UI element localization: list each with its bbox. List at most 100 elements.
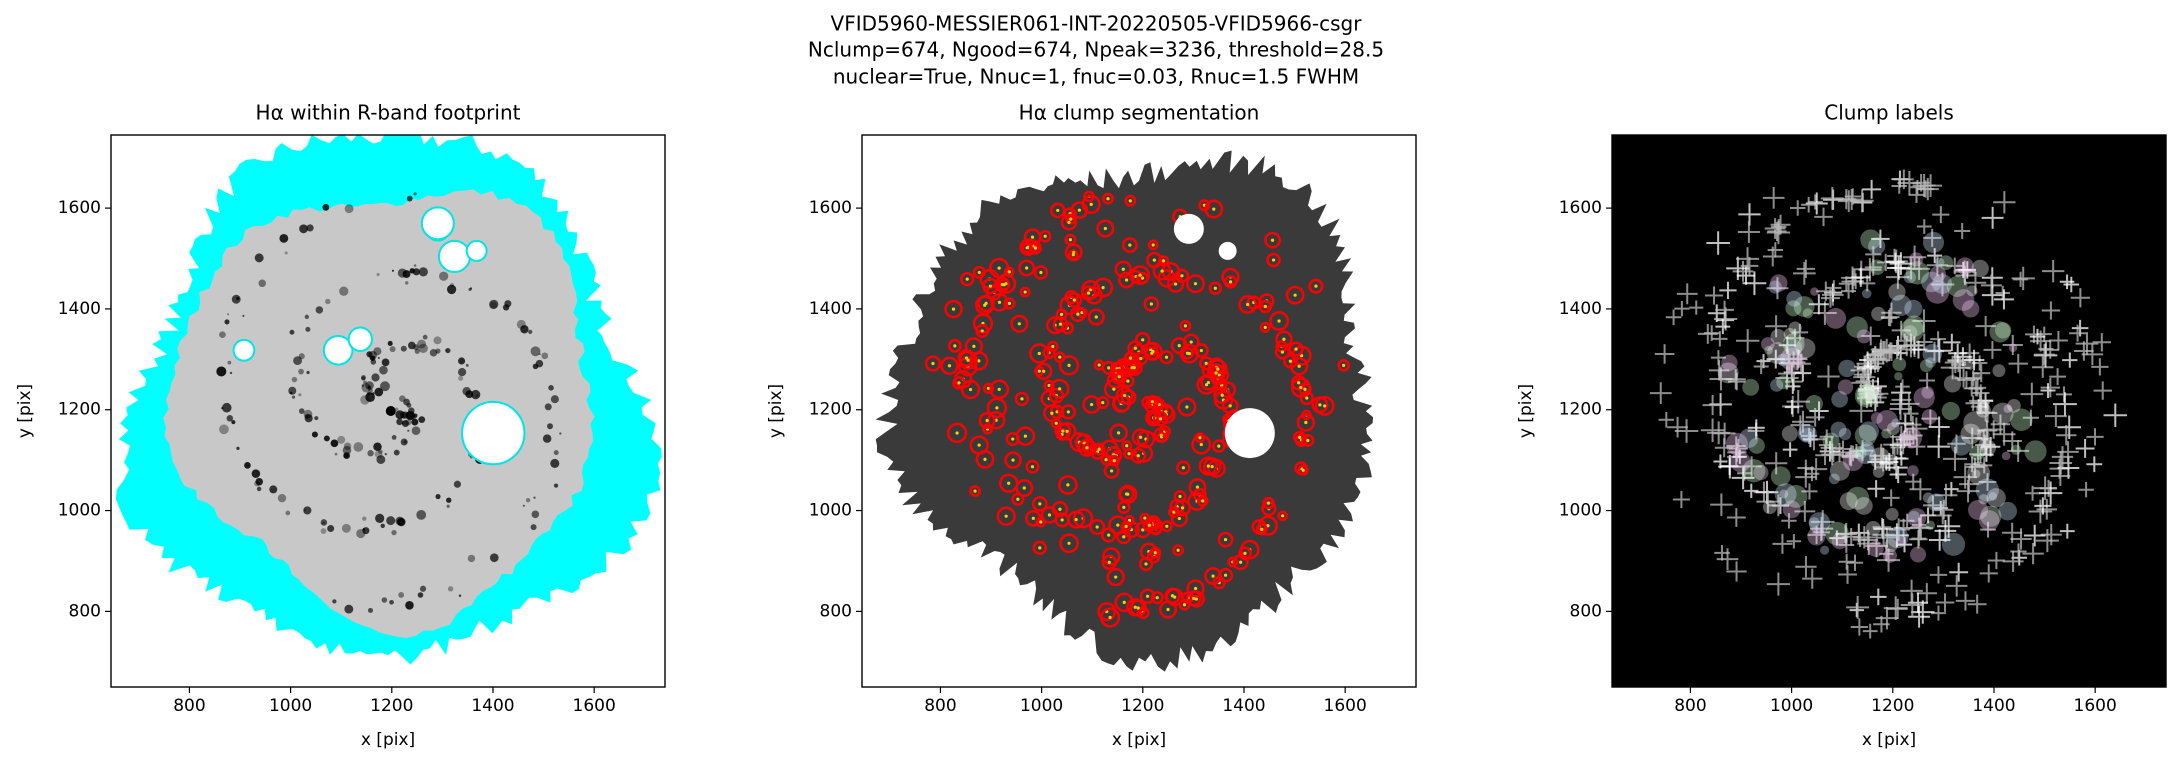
emission-spot <box>475 394 479 397</box>
clump-outline <box>1073 508 1094 529</box>
clump-outline <box>1259 321 1271 333</box>
clump-marker <box>1672 491 1690 509</box>
clump-label-blob <box>1978 437 1991 451</box>
clump-label-blob <box>2007 399 2021 413</box>
clump-outline <box>1194 432 1206 444</box>
emission-spot <box>413 413 418 418</box>
clump-marker <box>1883 596 1908 621</box>
clump-peak <box>957 381 961 385</box>
clump-outline <box>1173 499 1192 517</box>
clump-marker <box>1844 188 1861 205</box>
clump-peak <box>977 443 981 447</box>
clump-outline <box>1118 484 1138 504</box>
clump-label-blob <box>1913 387 1935 409</box>
clump-marker <box>1789 354 1806 371</box>
clump-peak <box>1223 538 1228 542</box>
clump-peak <box>1033 246 1038 250</box>
clump-label-blob <box>1793 296 1815 317</box>
clump-marker <box>1820 288 1840 308</box>
clump-peak <box>1199 442 1203 447</box>
clump-marker <box>1980 521 1996 538</box>
clump-marker <box>2020 382 2044 406</box>
clump-peak <box>1030 235 1035 239</box>
y-tick-label: 800 <box>1570 601 1602 621</box>
clump-marker <box>1713 454 1728 469</box>
clump-outline <box>1206 363 1226 383</box>
emission-spot <box>279 233 289 243</box>
clump-peak <box>1125 444 1129 448</box>
clump-outline <box>1147 239 1159 251</box>
clump-peak <box>1181 466 1185 470</box>
emission-spot <box>244 462 251 469</box>
clump-marker <box>2063 276 2080 293</box>
clump-outline <box>1191 434 1212 455</box>
clump-marker <box>1891 320 1911 340</box>
y-tick-label: 1600 <box>58 198 101 218</box>
emission-spot <box>429 349 438 357</box>
clump-peak <box>1297 435 1302 439</box>
clump-peak <box>1127 518 1132 523</box>
clump-label-blob <box>1963 357 1976 370</box>
clump-marker <box>1786 534 1802 549</box>
clump-label-blob <box>1995 322 2012 339</box>
clump-marker <box>1726 561 1747 582</box>
clump-outline <box>1275 330 1293 348</box>
masked-star <box>1218 241 1237 260</box>
clump-peak <box>977 270 981 275</box>
clump-marker <box>1972 447 1989 464</box>
clump-marker <box>1789 200 1806 216</box>
clump-peak <box>985 418 989 423</box>
clump-label-blob <box>1978 494 1989 505</box>
clump-marker <box>1905 417 1928 440</box>
clump-outline <box>1093 359 1105 371</box>
clump-label-blob <box>1779 489 1789 499</box>
clump-marker <box>1940 355 1965 380</box>
clump-marker <box>1658 412 1675 428</box>
clump-label-blob <box>1783 327 1796 341</box>
clump-marker <box>1889 252 1913 275</box>
clump-label-blob <box>1784 485 1808 508</box>
clump-marker <box>1919 372 1936 389</box>
clump-outline <box>1040 506 1059 524</box>
clump-outline <box>1018 259 1036 277</box>
emission-spot <box>303 509 306 512</box>
clump-marker <box>1762 246 1783 267</box>
emission-spot <box>315 306 324 314</box>
clump-outline <box>1082 395 1101 414</box>
clump-label-blob <box>1921 271 1942 293</box>
clump-outline <box>1064 243 1083 262</box>
clump-marker <box>1770 219 1787 235</box>
x-tick-label: 1200 <box>370 696 413 716</box>
x-tick-label: 800 <box>924 696 956 716</box>
clump-peak <box>1138 435 1143 439</box>
emission-spot <box>414 348 420 354</box>
clump-label-blob <box>2010 408 2033 432</box>
clump-marker <box>1934 519 1957 542</box>
masked-star <box>420 206 455 241</box>
clump-peak <box>1058 355 1062 359</box>
clump-marker <box>2086 428 2104 446</box>
clump-marker <box>1908 516 1933 541</box>
clump-peak <box>1159 433 1163 437</box>
clump-marker <box>1886 256 1911 280</box>
clump-marker <box>1674 419 1699 443</box>
clump-label-blob <box>1742 459 1766 483</box>
emission-spot <box>446 284 457 295</box>
clump-marker <box>1897 171 1922 195</box>
clump-peak <box>1147 523 1151 527</box>
clump-peak <box>1280 350 1285 354</box>
clump-marker <box>2093 381 2112 400</box>
clump-label-blob <box>1862 288 1872 299</box>
emission-spot <box>380 381 390 392</box>
x-tick-label: 1400 <box>471 696 514 716</box>
clump-marker <box>1706 231 1730 255</box>
clump-marker <box>1919 174 1942 198</box>
clump-label-blob <box>1795 338 1816 359</box>
clump-marker <box>1807 525 1826 545</box>
clump-label-blob <box>1870 412 1883 424</box>
clump-marker <box>1865 246 1882 263</box>
clump-marker <box>1954 222 1971 240</box>
clump-outline <box>1186 274 1205 294</box>
clump-marker <box>1943 446 1967 471</box>
clump-outline <box>1130 265 1150 285</box>
